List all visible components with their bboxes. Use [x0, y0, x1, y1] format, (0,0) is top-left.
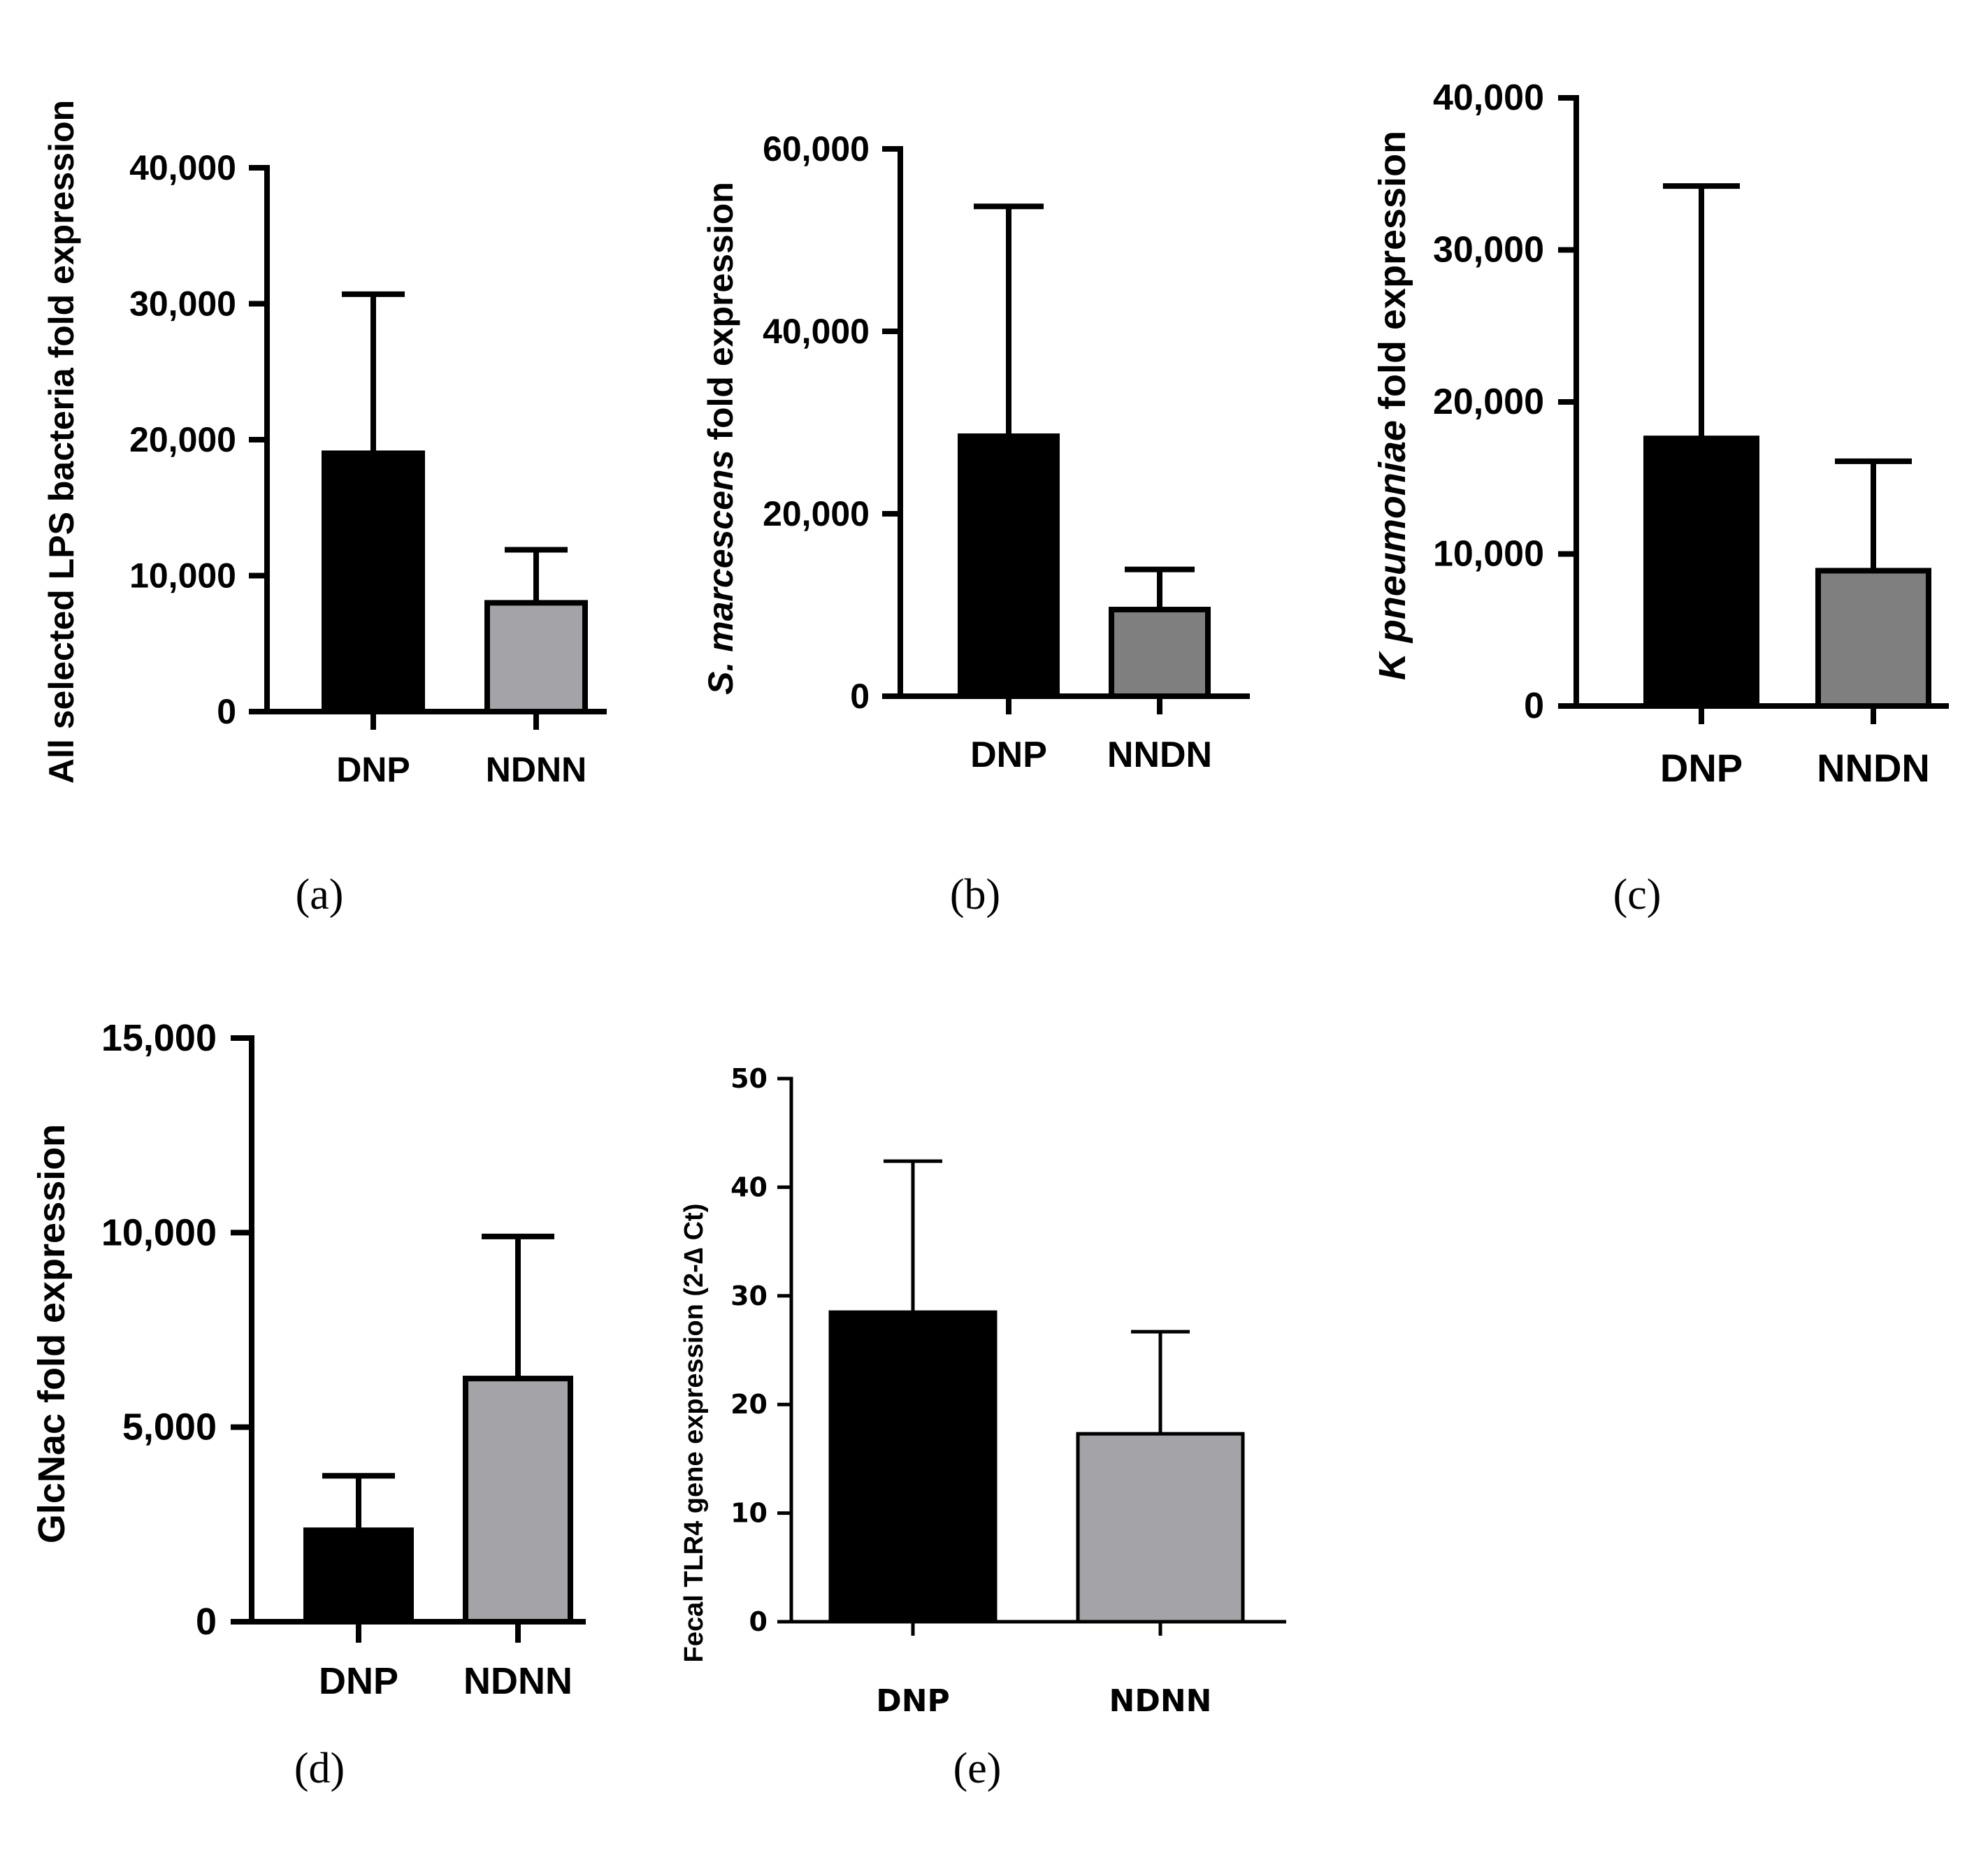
y-tick-label-a: 10,000 — [129, 556, 236, 596]
chart-panel-e: Fecal TLR4 gene expression (2-∆ Ct) (e) … — [679, 1063, 1286, 1792]
y-tick-label-a: 0 — [217, 692, 236, 731]
y-tick-label-b: 20,000 — [763, 494, 870, 533]
y-axis-title-c-italic: K pneumoniae — [1371, 420, 1413, 680]
y-axis-title-c-rest: fold expression — [1371, 131, 1413, 420]
y-axis-title-b-italic: S. marcescens — [701, 450, 740, 695]
y-tick-label-e: 50 — [730, 1063, 768, 1094]
bar-d — [303, 1527, 414, 1625]
chart-panel-a: All selected LPS bacteria fold expressio… — [42, 100, 607, 919]
y-tick-label-e: 0 — [749, 1606, 768, 1637]
y-tick-label-d: 15,000 — [101, 1017, 217, 1059]
category-label-a: NDNN — [486, 750, 586, 789]
y-tick-label-b: 60,000 — [763, 129, 870, 168]
y-tick-label-c: 30,000 — [1433, 230, 1544, 271]
y-tick-label-d: 10,000 — [101, 1211, 217, 1253]
y-axis-title-c: K pneumoniae fold expression — [1371, 131, 1413, 680]
category-label-c: NNDN — [1817, 746, 1930, 790]
y-tick-label-e: 20 — [730, 1389, 768, 1420]
bar-c — [1643, 435, 1759, 709]
y-tick-label-d: 5,000 — [122, 1406, 217, 1448]
panel-label-c: (c) — [1613, 871, 1662, 919]
category-label-b: NNDN — [1107, 735, 1212, 775]
y-tick-label-a: 40,000 — [129, 148, 236, 187]
category-label-e: DNP — [876, 1683, 950, 1719]
bar-a — [484, 600, 588, 715]
y-tick-label-b: 0 — [850, 677, 870, 716]
chart-panel-c: K pneumoniae fold expression (c) 0 10,000… — [1371, 78, 1949, 919]
y-tick-label-c: 0 — [1524, 686, 1544, 726]
category-label-c: DNP — [1660, 746, 1743, 790]
bar-d — [463, 1376, 573, 1625]
y-tick-label-e: 40 — [730, 1172, 768, 1202]
category-label-a: DNP — [336, 750, 410, 789]
y-axis-title-b-rest: fold expression — [701, 182, 740, 449]
y-axis-title-b: S. marcescens fold expression — [701, 182, 740, 695]
bar-b — [1109, 607, 1211, 700]
bar-e — [828, 1310, 997, 1624]
bar-c — [1815, 568, 1931, 709]
y-axis-title-d: GlcNac fold expression — [31, 1124, 73, 1543]
y-tick-label-c: 10,000 — [1433, 534, 1544, 575]
panel-label-d: (d) — [294, 1745, 345, 1792]
chart-panel-b: S. marcescens fold expression (b) 0 20,00… — [701, 129, 1250, 919]
panel-label-b: (b) — [950, 871, 1000, 919]
category-label-e: NDNN — [1109, 1683, 1212, 1719]
panel-label-e: (e) — [953, 1745, 1002, 1792]
bar-a — [322, 450, 425, 714]
y-tick-label-d: 0 — [196, 1601, 217, 1643]
category-label-d: NDNN — [463, 1660, 572, 1702]
y-tick-label-c: 40,000 — [1433, 78, 1544, 118]
chart-panel-d: GlcNac fold expression (d) 0 5,000 10,000 1… — [31, 1017, 586, 1792]
bar-e — [1076, 1432, 1245, 1624]
y-tick-label-a: 30,000 — [129, 285, 236, 324]
y-tick-label-e: 30 — [730, 1281, 768, 1311]
y-tick-label-b: 40,000 — [763, 312, 870, 351]
category-label-d: DNP — [319, 1660, 398, 1702]
panel-label-a: (a) — [296, 871, 344, 919]
category-label-b: DNP — [970, 735, 1047, 775]
y-tick-label-e: 10 — [730, 1498, 768, 1529]
y-axis-title-a: All selected LPS bacteria fold expressio… — [42, 100, 81, 784]
y-tick-label-c: 20,000 — [1433, 382, 1544, 422]
bar-b — [958, 433, 1060, 699]
y-axis-title-e: Fecal TLR4 gene expression (2-∆ Ct) — [679, 1204, 709, 1663]
y-tick-label-a: 20,000 — [129, 420, 236, 459]
